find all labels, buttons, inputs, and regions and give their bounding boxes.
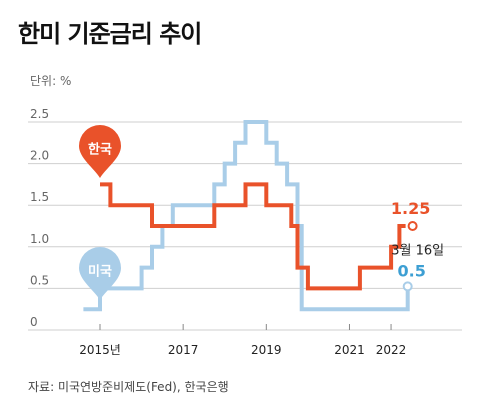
us-rate-series: [83, 120, 410, 312]
source-note: 자료: 미국연방준비제도(Fed), 한국은행: [28, 380, 229, 394]
us-end-value: 0.5: [398, 261, 426, 280]
us-pin-label: 미국: [88, 264, 112, 280]
korea-rate-line: [100, 182, 406, 291]
y-tick-label: 1.5: [30, 190, 49, 204]
x-tick-label: 2022: [376, 343, 407, 357]
x-tick-label: 2015년: [79, 343, 121, 357]
y-tick-label: 0.5: [30, 273, 49, 287]
y-tick-label: 2.5: [30, 107, 49, 121]
unit-label: 단위: %: [30, 74, 72, 88]
korea-end-marker: [407, 221, 418, 231]
us-date-label: 3월 16일: [391, 243, 444, 258]
x-tick-label: 2017: [168, 343, 199, 357]
x-tick-label: 2021: [334, 343, 365, 357]
chart-title: 한미 기준금리 추이: [18, 20, 202, 48]
korea-pin: 한국: [79, 125, 121, 178]
us-pin: 미국: [79, 247, 121, 300]
y-axis-ticks: 0 0.5 1.0 1.5 2.0 2.5: [30, 107, 49, 329]
x-axis-ticks: 2015년 2017 2019 2021 2022: [79, 324, 406, 357]
y-tick-label: 0: [30, 315, 38, 329]
x-tick-label: 2019: [251, 343, 282, 357]
us-end-marker: [402, 281, 413, 292]
y-tick-label: 1.0: [30, 232, 49, 246]
korea-end-value: 1.25: [391, 199, 430, 218]
y-tick-label: 2.0: [30, 149, 49, 163]
us-rate-line: [83, 120, 410, 312]
korea-pin-label: 한국: [88, 142, 112, 158]
korea-rate-series: [100, 182, 406, 291]
